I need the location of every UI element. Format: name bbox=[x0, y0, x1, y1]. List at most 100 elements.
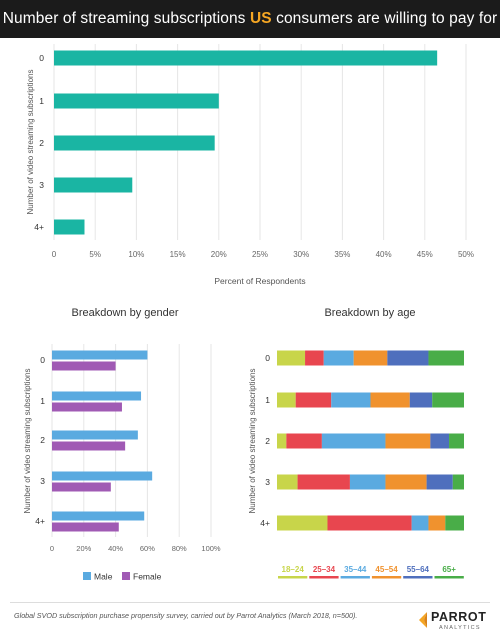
gender-x-tick-label: 80% bbox=[172, 544, 187, 553]
age-bar-segment-2-1 bbox=[286, 433, 322, 449]
gender-bar-male-1 bbox=[52, 391, 142, 401]
age-bar-segment-2-3 bbox=[385, 433, 431, 449]
gender-bar-male-4+ bbox=[52, 511, 145, 521]
age-y-tick-label: 1 bbox=[265, 395, 270, 405]
main-bar-2 bbox=[54, 135, 215, 151]
parrot-analytics-logo: PARROT ANALYTICS bbox=[417, 608, 493, 634]
main-y-axis-label: Number of video streaming subscriptions bbox=[26, 70, 35, 215]
title-highlight: US bbox=[249, 10, 272, 27]
gender-bar-male-0 bbox=[52, 350, 148, 360]
age-legend-label: 65+ bbox=[442, 565, 456, 574]
age-legend-label: 55–64 bbox=[407, 565, 430, 574]
age-legend-swatch-1 bbox=[309, 576, 339, 579]
age-bar-segment-0-5 bbox=[428, 350, 464, 366]
gender-chart-title: Breakdown by gender bbox=[71, 307, 179, 319]
age-bar-segment-2-2 bbox=[321, 433, 386, 449]
age-bar-segment-1-0 bbox=[277, 392, 296, 408]
age-bar-segment-0-4 bbox=[387, 350, 429, 366]
gender-x-tick-label: 100% bbox=[201, 544, 221, 553]
main-y-tick-label: 2 bbox=[39, 138, 44, 148]
main-x-tick-label: 50% bbox=[458, 250, 474, 259]
age-y-tick-label: 3 bbox=[265, 477, 270, 487]
age-legend-swatch-4 bbox=[403, 576, 433, 579]
logo-sub: ANALYTICS bbox=[439, 625, 481, 631]
age-bar-segment-3-1 bbox=[297, 474, 350, 490]
title-part-1: Number of streaming subscriptions bbox=[2, 10, 250, 27]
main-x-tick-label: 40% bbox=[376, 250, 392, 259]
footnote-brand: Parrot Analytics bbox=[236, 611, 287, 620]
page-title: Number of streaming subscriptions US con… bbox=[0, 0, 500, 38]
age-legend-swatch-0 bbox=[278, 576, 308, 579]
age-bar-segment-1-3 bbox=[370, 392, 410, 408]
age-bar-segment-1-2 bbox=[331, 392, 371, 408]
gender-x-tick-label: 40% bbox=[108, 544, 123, 553]
gender-bar-female-4+ bbox=[52, 522, 119, 532]
main-bar-1 bbox=[54, 93, 219, 109]
age-bar-segment-2-5 bbox=[449, 433, 464, 449]
age-bar-segment-2-0 bbox=[277, 433, 287, 449]
age-bar-segment-4+-0 bbox=[277, 515, 328, 531]
age-y-axis-label: Number of video streaming subscriptions bbox=[248, 369, 257, 514]
main-y-tick-label: 1 bbox=[39, 96, 44, 106]
age-legend-swatch-3 bbox=[371, 576, 402, 579]
header-banner: Number of streaming subscriptions US con… bbox=[0, 0, 500, 38]
age-bar-segment-3-3 bbox=[385, 474, 427, 490]
age-bar-segment-3-2 bbox=[349, 474, 386, 490]
age-bar-segment-4+-3 bbox=[428, 515, 446, 531]
age-legend-label: 25–34 bbox=[313, 565, 336, 574]
footnote: Global SVOD subscription purchase propen… bbox=[14, 611, 357, 620]
main-x-tick-label: 25% bbox=[252, 250, 268, 259]
gender-y-tick-label: 0 bbox=[40, 355, 45, 365]
age-bar-segment-0-0 bbox=[277, 350, 306, 366]
main-bar-3 bbox=[54, 177, 133, 193]
gender-legend-label: Male bbox=[94, 572, 113, 582]
age-legend-swatch-5 bbox=[434, 576, 464, 579]
age-bar-segment-3-4 bbox=[426, 474, 453, 490]
footer-divider bbox=[10, 602, 490, 603]
main-x-tick-label: 5% bbox=[89, 250, 101, 259]
age-bar-segment-3-0 bbox=[277, 474, 298, 490]
age-bar-segment-2-4 bbox=[430, 433, 450, 449]
main-x-axis-label: Percent of Respondents bbox=[214, 276, 305, 286]
gender-y-tick-label: 4+ bbox=[35, 516, 45, 526]
age-bar-segment-1-1 bbox=[295, 392, 332, 408]
gender-x-tick-label: 20% bbox=[76, 544, 91, 553]
age-bar-segment-1-5 bbox=[432, 392, 464, 408]
age-bar-segment-3-5 bbox=[452, 474, 464, 490]
age-bar-segment-4+-2 bbox=[411, 515, 429, 531]
main-x-tick-label: 45% bbox=[417, 250, 433, 259]
main-bar-4+ bbox=[54, 219, 85, 235]
gender-y-tick-label: 2 bbox=[40, 435, 45, 445]
main-bar-0 bbox=[54, 50, 438, 66]
gender-legend-swatch-male bbox=[83, 572, 91, 580]
main-x-tick-label: 20% bbox=[211, 250, 227, 259]
main-x-tick-label: 0 bbox=[52, 250, 57, 259]
main-y-tick-label: 0 bbox=[39, 53, 44, 63]
age-bar-segment-4+-1 bbox=[327, 515, 412, 531]
age-chart-title: Breakdown by age bbox=[324, 307, 416, 319]
logo-name: PARROT bbox=[431, 610, 487, 624]
age-legend-swatch-2 bbox=[340, 576, 370, 579]
title-part-2: consumers are willing to pay for bbox=[271, 10, 498, 27]
main-y-tick-label: 4+ bbox=[34, 222, 44, 232]
gender-y-tick-label: 1 bbox=[40, 396, 45, 406]
gender-legend-swatch-female bbox=[122, 572, 130, 580]
age-bar-segment-0-2 bbox=[323, 350, 354, 366]
age-legend-label: 35–44 bbox=[344, 565, 367, 574]
gender-bar-female-0 bbox=[52, 361, 116, 371]
gender-x-tick-label: 0 bbox=[50, 544, 54, 553]
gender-y-axis-label: Number of video streaming subscriptions bbox=[23, 369, 32, 514]
main-x-tick-label: 15% bbox=[170, 250, 186, 259]
gender-bar-female-2 bbox=[52, 441, 126, 451]
main-x-tick-label: 30% bbox=[293, 250, 309, 259]
gender-legend-label: Female bbox=[133, 572, 162, 582]
age-bar-segment-0-3 bbox=[353, 350, 388, 366]
footnote-prefix: Global SVOD subscription purchase propen… bbox=[14, 611, 237, 620]
gender-bar-male-3 bbox=[52, 471, 153, 481]
age-bar-segment-0-1 bbox=[305, 350, 324, 366]
age-legend-label: 18–24 bbox=[282, 565, 305, 574]
age-bar-segment-4+-5 bbox=[445, 515, 464, 531]
footnote-suffix: (March 2018, n=500). bbox=[286, 611, 358, 620]
gender-bar-female-1 bbox=[52, 402, 122, 412]
